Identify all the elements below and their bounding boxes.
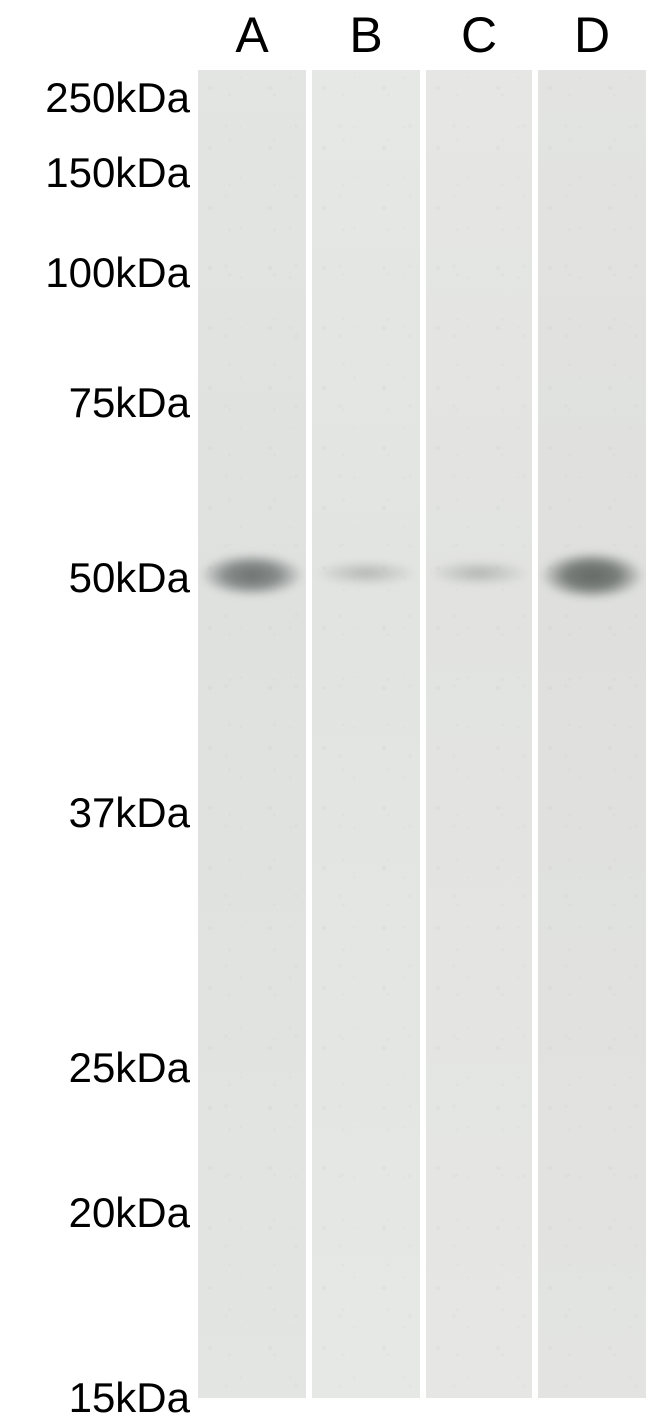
lane-label-A: A [198, 0, 306, 70]
band-B [312, 558, 420, 588]
marker-labels-column: 250kDa 150kDa 100kDa 75kDa 50kDa 37kDa 25kDa 20… [0, 70, 198, 1398]
marker-label-150kDa: 150kDa [45, 149, 190, 197]
marker-label-15kDa: 15kDa [69, 1374, 190, 1422]
lane-C [426, 70, 532, 1398]
lane-B [312, 70, 420, 1398]
lane-labels-row: ABCD [198, 0, 646, 70]
lane-label-C: C [426, 0, 532, 70]
band-C [426, 558, 532, 588]
marker-label-100kDa: 100kDa [45, 249, 190, 297]
marker-label-75kDa: 75kDa [69, 379, 190, 427]
lane-noise [198, 70, 306, 1398]
lane-label-D: D [538, 0, 646, 70]
band-A [198, 550, 306, 600]
blot-lanes-area [198, 70, 646, 1398]
western-blot-figure: ABCD 250kDa150kDa100kDa75kDa50kDa37kDa25… [0, 0, 650, 1403]
marker-label-25kDa: 25kDa [69, 1044, 190, 1092]
marker-label-50kDa: 50kDa [69, 554, 190, 602]
lane-noise [538, 70, 646, 1398]
band-D [538, 548, 646, 603]
lane-A [198, 70, 306, 1398]
lane-D [538, 70, 646, 1398]
marker-label-250kDa: 250kDa [45, 74, 190, 122]
marker-label-20kDa: 20kDa [69, 1189, 190, 1237]
lane-noise [426, 70, 532, 1398]
marker-label-37kDa: 37kDa [69, 789, 190, 837]
lane-noise [312, 70, 420, 1398]
lane-label-B: B [312, 0, 420, 70]
